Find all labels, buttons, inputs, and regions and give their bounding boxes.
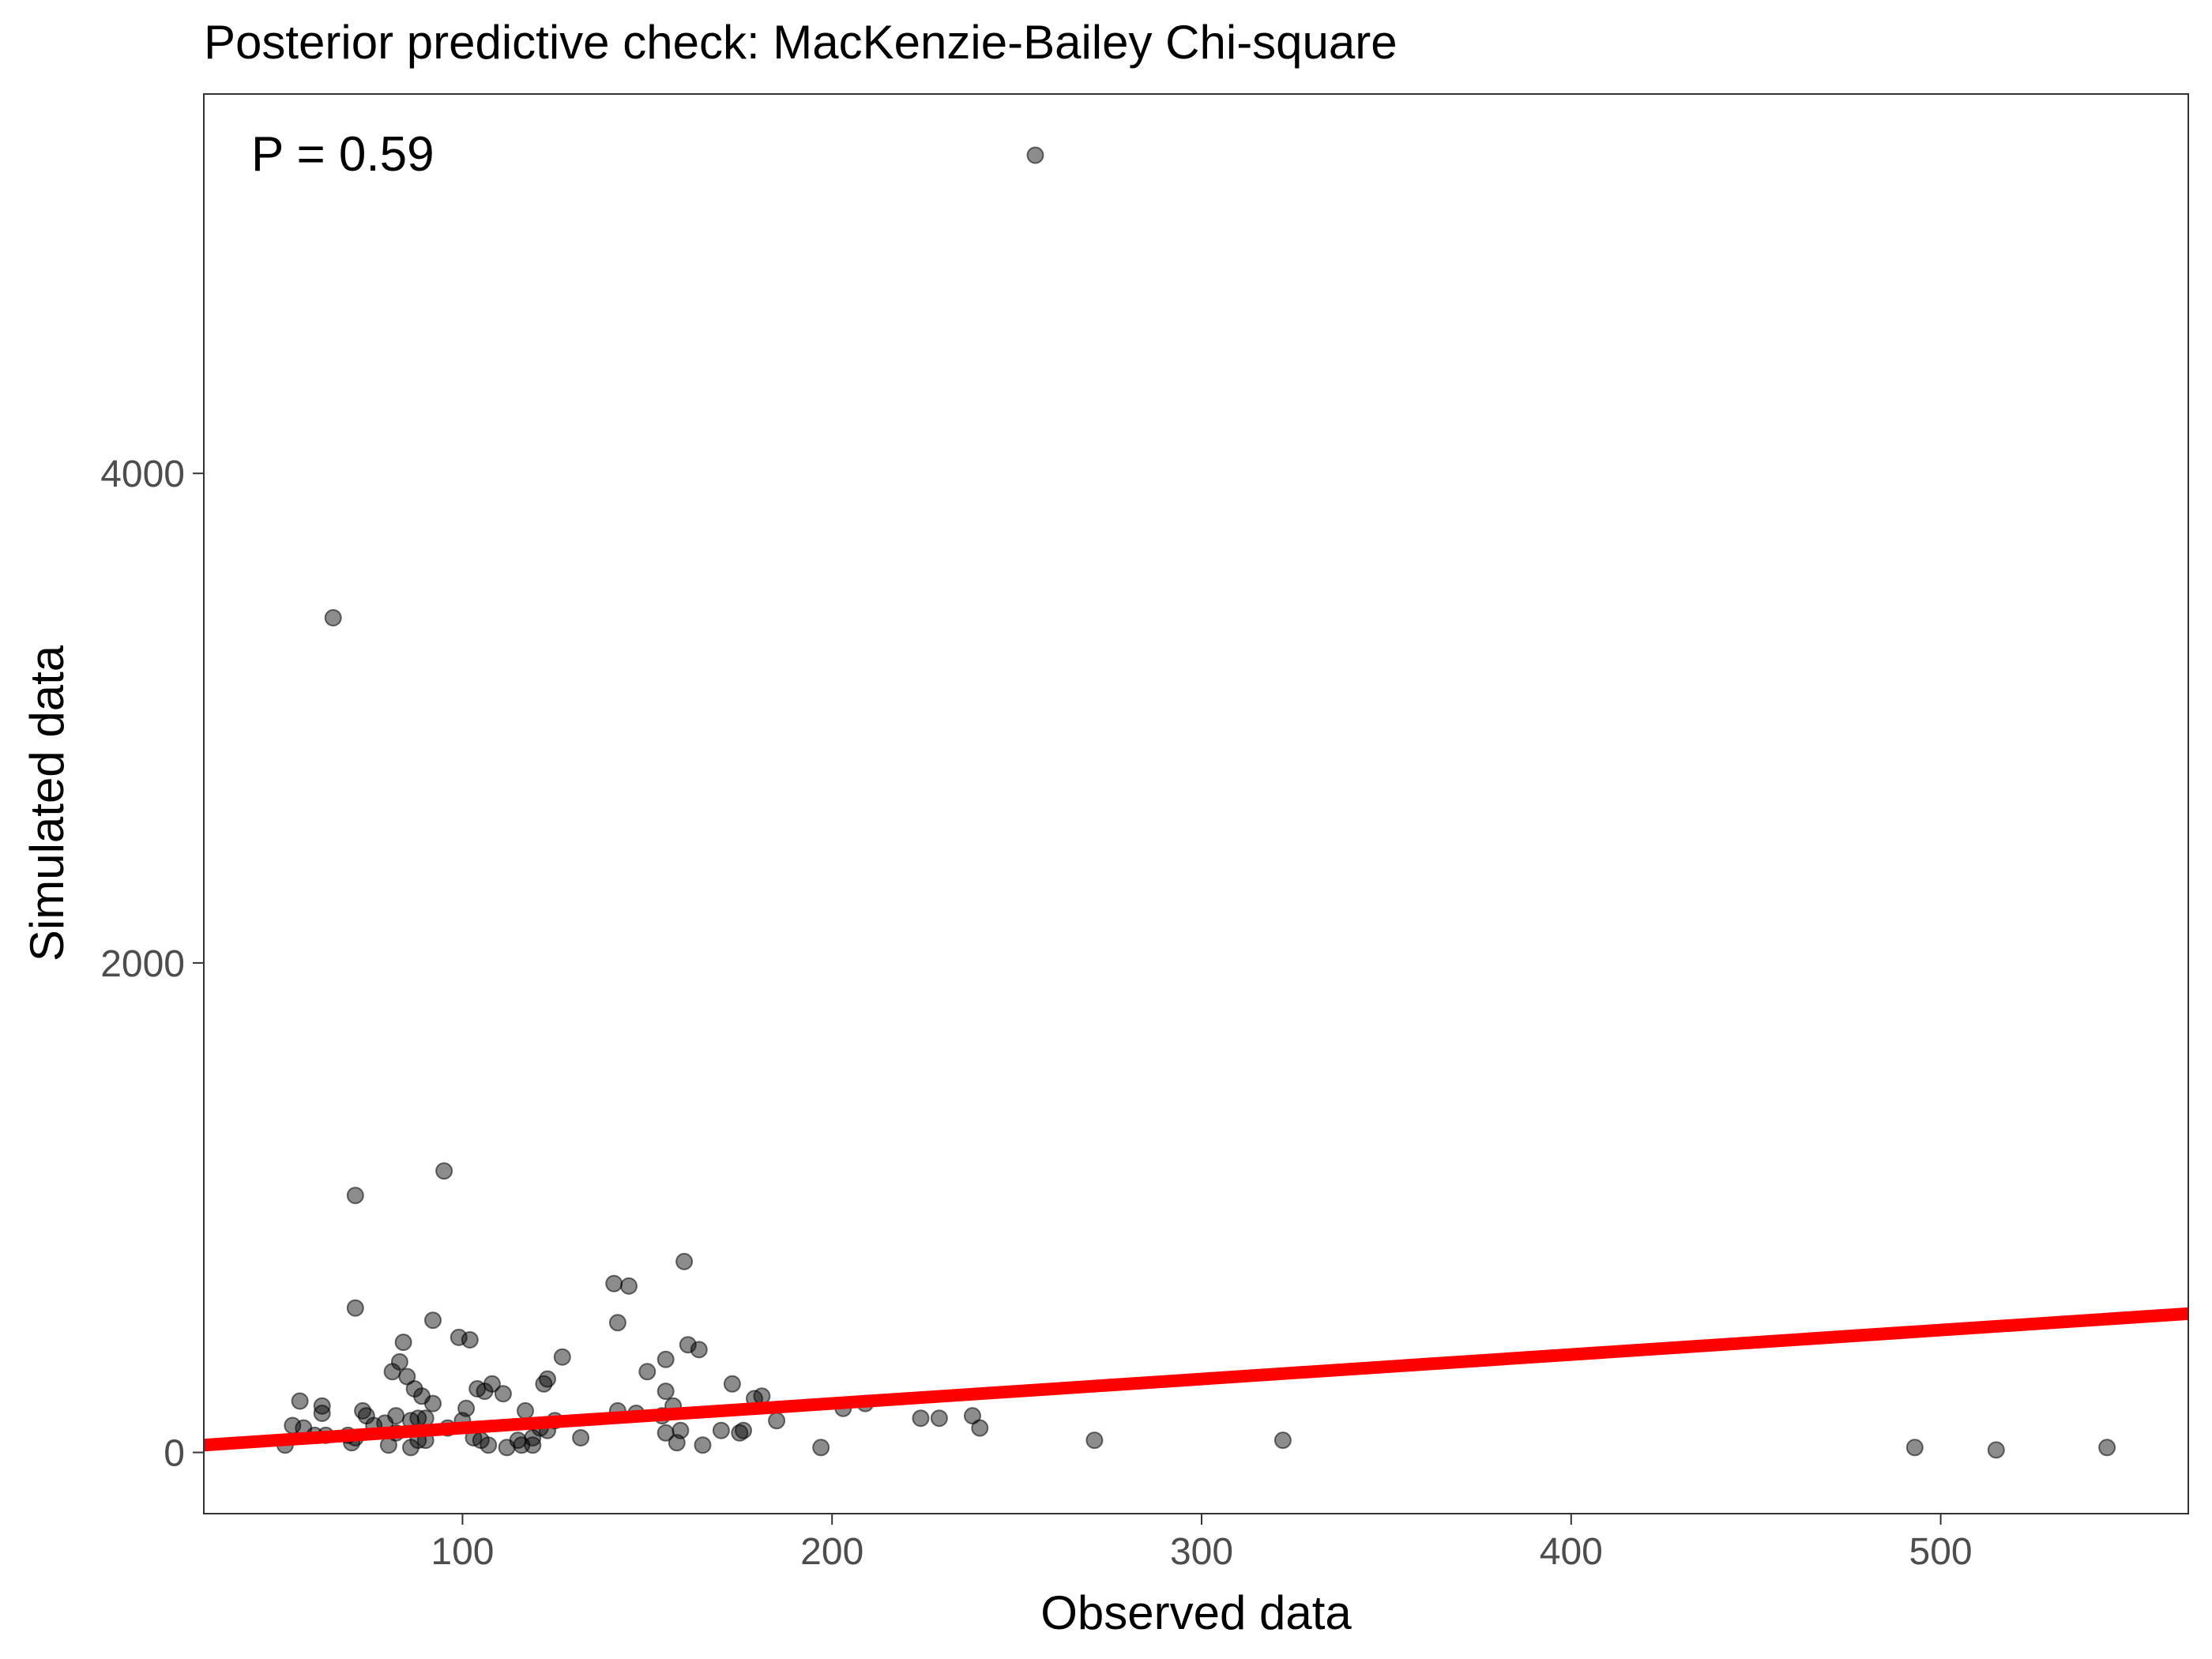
data-point-4: [675, 1252, 694, 1270]
chart-title: Posterior predictive check: MacKenzie-Ba…: [204, 16, 1398, 69]
data-point-85: [668, 1434, 686, 1452]
data-point-55: [768, 1412, 786, 1430]
data-point-26: [656, 1382, 675, 1401]
data-point-5: [605, 1274, 623, 1292]
data-point-14: [690, 1341, 708, 1359]
data-point-93: [402, 1439, 419, 1457]
data-point-44: [313, 1405, 331, 1422]
data-point-95: [1905, 1439, 1924, 1457]
data-point-36: [535, 1375, 553, 1393]
x-tick-label-2: 300: [1170, 1531, 1233, 1573]
data-point-53: [912, 1409, 930, 1428]
data-point-77: [572, 1429, 590, 1446]
data-point-41: [517, 1401, 534, 1420]
data-point-96: [2098, 1439, 2116, 1457]
data-point-18: [638, 1363, 656, 1381]
x-axis-title: Observed data: [1040, 1586, 1352, 1639]
data-point-31: [291, 1392, 309, 1410]
data-point-0: [1026, 146, 1044, 164]
y-tick-label-0: 0: [164, 1433, 185, 1475]
data-point-69: [656, 1424, 675, 1442]
data-point-27: [494, 1385, 512, 1403]
data-point-91: [694, 1436, 712, 1454]
data-point-97: [1987, 1441, 2005, 1459]
data-point-15: [553, 1348, 571, 1366]
data-point-3: [346, 1187, 364, 1205]
data-point-89: [524, 1436, 542, 1454]
data-point-90: [480, 1436, 498, 1454]
x-tick-label-4: 500: [1909, 1531, 1973, 1573]
x-tick-label-0: 100: [431, 1531, 494, 1573]
p-value-annotation: P = 0.59: [251, 127, 434, 182]
y-axis: 0 2000 4000: [100, 453, 204, 1475]
data-point-12: [394, 1334, 412, 1352]
data-point-66: [731, 1424, 749, 1442]
plot-border: [203, 93, 2189, 1514]
data-point-82: [1085, 1431, 1104, 1450]
y-axis-title: Simulated data: [21, 645, 73, 961]
data-point-92: [498, 1439, 516, 1457]
data-point-19: [383, 1363, 401, 1381]
data-point-7: [346, 1299, 364, 1317]
x-tick-label-3: 400: [1540, 1531, 1603, 1573]
data-point-6: [620, 1277, 638, 1295]
data-point-21: [723, 1375, 741, 1393]
data-point-11: [461, 1331, 479, 1349]
data-point-94: [812, 1439, 830, 1457]
data-point-2: [435, 1162, 453, 1180]
plot-panel: [204, 94, 2188, 1514]
data-point-8: [424, 1311, 442, 1330]
plot-area: P = 0.59: [203, 93, 2189, 1514]
x-axis: 100 200 300 400 500: [431, 1514, 1973, 1573]
data-point-1: [324, 609, 342, 626]
data-point-51: [930, 1409, 948, 1428]
data-point-60: [971, 1419, 989, 1437]
data-point-9: [608, 1314, 626, 1332]
data-point-83: [1273, 1431, 1292, 1450]
data-point-16: [656, 1350, 675, 1368]
data-point-25: [476, 1382, 494, 1401]
reference-line: [203, 1307, 2189, 1452]
y-tick-label-2: 4000: [100, 453, 185, 495]
y-tick-label-1: 2000: [100, 943, 185, 985]
data-point-32: [424, 1394, 442, 1413]
data-point-68: [712, 1421, 730, 1439]
x-tick-label-1: 200: [800, 1531, 863, 1573]
